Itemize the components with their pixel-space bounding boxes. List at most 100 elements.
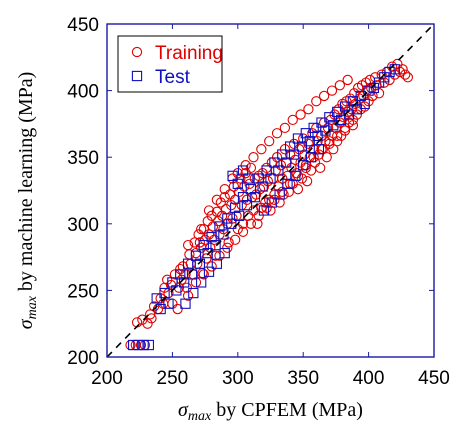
test-point bbox=[332, 106, 343, 118]
training-point bbox=[224, 189, 236, 200]
x-tick-label: 200 bbox=[91, 368, 123, 389]
test-point bbox=[245, 184, 257, 195]
training-point bbox=[349, 88, 360, 99]
test-point bbox=[368, 82, 379, 94]
training-point bbox=[209, 234, 220, 245]
training-point bbox=[305, 165, 317, 176]
training-point bbox=[165, 279, 177, 291]
training-point bbox=[237, 226, 249, 237]
test-point bbox=[316, 117, 327, 128]
test-point bbox=[300, 128, 311, 139]
training-point bbox=[202, 215, 213, 227]
training-point bbox=[347, 120, 359, 131]
training-point bbox=[193, 229, 204, 240]
training-point bbox=[264, 136, 275, 147]
training-point bbox=[394, 66, 406, 78]
test-point bbox=[373, 77, 385, 88]
training-point bbox=[294, 144, 305, 155]
test-point bbox=[202, 247, 213, 259]
test-point bbox=[227, 170, 238, 181]
test-point bbox=[167, 277, 178, 288]
test-point bbox=[233, 210, 245, 221]
test-point bbox=[133, 339, 144, 351]
training-point bbox=[303, 104, 314, 115]
training-point bbox=[332, 130, 343, 142]
training-point bbox=[241, 194, 253, 205]
training-point bbox=[232, 168, 243, 179]
test-point bbox=[257, 181, 268, 192]
training-point bbox=[223, 237, 234, 248]
training-point bbox=[313, 149, 325, 160]
training-point bbox=[351, 109, 362, 120]
training-point bbox=[240, 168, 251, 179]
training-point bbox=[252, 218, 263, 229]
y-axis-label-text: by machine learning (MPa) bbox=[15, 72, 37, 296]
training-point bbox=[175, 263, 186, 275]
test-point bbox=[355, 90, 366, 102]
test-point bbox=[226, 218, 237, 229]
y-tick-label: 250 bbox=[67, 281, 99, 302]
y-tick-label: 300 bbox=[67, 215, 99, 236]
training-point bbox=[167, 298, 178, 309]
test-point bbox=[253, 173, 264, 184]
training-point bbox=[245, 162, 257, 174]
test-point bbox=[194, 258, 206, 269]
x-tick-label: 300 bbox=[222, 368, 254, 389]
training-point bbox=[218, 223, 229, 235]
axis-ticks: 200 250 300 350 400 450 200 250 300 350 400 450 bbox=[67, 15, 450, 389]
test-point bbox=[214, 221, 225, 232]
x-tick-label: 400 bbox=[353, 368, 385, 389]
x-axis-label-symbol: σ bbox=[178, 399, 189, 421]
test-point bbox=[175, 269, 186, 280]
training-point bbox=[162, 274, 173, 285]
training-point bbox=[307, 128, 318, 139]
training-point bbox=[321, 152, 332, 163]
test-point bbox=[269, 157, 280, 168]
training-point bbox=[339, 125, 351, 136]
training-point bbox=[324, 136, 335, 147]
training-point bbox=[201, 253, 212, 264]
training-point bbox=[244, 178, 255, 189]
test-point bbox=[232, 178, 243, 189]
training-point bbox=[239, 181, 250, 192]
training-point bbox=[233, 186, 245, 197]
training-point bbox=[298, 133, 309, 144]
test-point bbox=[384, 66, 395, 78]
test-point bbox=[304, 136, 315, 147]
training-point bbox=[182, 290, 194, 301]
training-point bbox=[328, 144, 339, 155]
test-point bbox=[308, 122, 319, 134]
training-point bbox=[326, 85, 338, 96]
y-tick-label: 350 bbox=[67, 148, 99, 169]
training-point bbox=[309, 157, 321, 168]
training-point bbox=[146, 313, 157, 324]
test-point bbox=[210, 239, 221, 251]
test-point bbox=[182, 258, 194, 269]
training-point bbox=[203, 229, 215, 240]
legend-item-test: Test bbox=[131, 67, 191, 88]
test-point bbox=[190, 250, 202, 261]
training-point bbox=[389, 69, 400, 80]
training-point bbox=[347, 114, 359, 126]
training-point bbox=[131, 46, 143, 58]
training-point bbox=[400, 69, 411, 80]
test-point bbox=[222, 213, 233, 224]
test-point bbox=[198, 239, 209, 251]
training-point bbox=[190, 277, 202, 288]
test-point bbox=[296, 141, 308, 152]
test-point bbox=[237, 192, 249, 203]
test-point bbox=[241, 200, 253, 211]
training-point bbox=[172, 303, 183, 315]
training-point bbox=[145, 309, 156, 320]
test-point bbox=[312, 130, 323, 142]
training-point bbox=[318, 90, 330, 102]
training-point bbox=[315, 162, 326, 174]
x-tick-label: 350 bbox=[287, 368, 319, 389]
training-point bbox=[235, 173, 246, 184]
training-point bbox=[332, 136, 343, 147]
test-point bbox=[351, 104, 362, 115]
test-point bbox=[196, 277, 207, 288]
training-point bbox=[279, 144, 291, 155]
training-point bbox=[219, 184, 230, 195]
